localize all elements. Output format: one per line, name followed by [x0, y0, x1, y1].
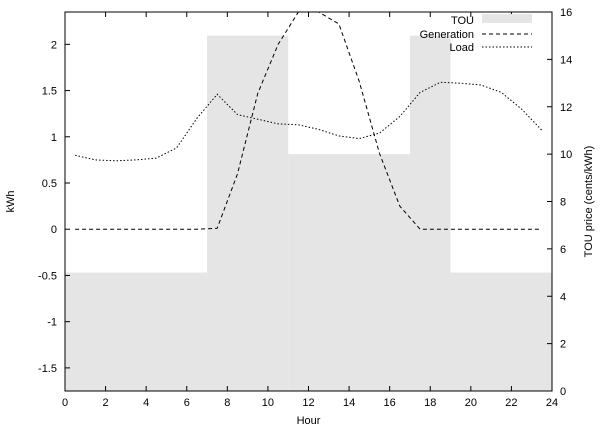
y-right-tick-label: 2: [560, 339, 566, 351]
legend-generation-label: Generation: [420, 29, 474, 41]
tou-bar: [409, 35, 451, 391]
x-tick-label: 20: [465, 397, 477, 409]
y-left-tick-label: -1.5: [38, 363, 57, 375]
y-right-tick-label: 8: [560, 197, 566, 209]
y-right-axis-title: TOU price (cents/kWh): [583, 146, 595, 258]
legend-tou-swatch: [482, 14, 532, 23]
x-tick-label: 18: [424, 397, 436, 409]
x-tick-label: 2: [103, 397, 109, 409]
x-tick-label: 8: [224, 397, 230, 409]
legend-load-label: Load: [450, 42, 474, 54]
tou-bar: [450, 272, 552, 391]
x-axis-title: Hour: [297, 415, 321, 427]
x-tick-label: 16: [384, 397, 396, 409]
x-tick-label: 0: [62, 397, 68, 409]
y-left-tick-label: 0.5: [42, 178, 57, 190]
y-left-tick-label: -0.5: [38, 270, 57, 282]
x-tick-label: 6: [184, 397, 190, 409]
x-tick-label: 10: [262, 397, 274, 409]
y-left-tick-label: 0: [51, 224, 57, 236]
tou-bar: [207, 35, 289, 391]
legend-tou-label: TOU: [451, 15, 474, 27]
x-tick-label: 14: [343, 397, 355, 409]
ticks-layer: 0 2 4 6 8 10 12 14 16 18 20 22 24-1.5-1-0.500.511.52…: [38, 7, 572, 409]
y-left-tick-label: -1: [47, 317, 57, 329]
legend: TOU Generation Load: [420, 14, 532, 54]
y-right-tick-label: 10: [560, 149, 572, 161]
y-left-tick-label: 1: [51, 132, 57, 144]
x-tick-label: 4: [143, 397, 149, 409]
y-right-tick-label: 16: [560, 7, 572, 19]
series-layer: [74, 11, 543, 230]
x-tick-label: 12: [302, 397, 314, 409]
tou-area-layer: [65, 35, 552, 391]
y-right-tick-label: 14: [560, 54, 572, 66]
y-left-tick-label: 2: [51, 39, 57, 51]
x-tick-label: 24: [546, 397, 558, 409]
tou-bar: [65, 272, 208, 391]
tou-bar: [288, 154, 410, 391]
series-generation-line: [75, 11, 542, 230]
x-tick-label: 22: [505, 397, 517, 409]
y-left-axis-title: kWh: [5, 191, 17, 213]
y-right-tick-label: 0: [560, 386, 566, 398]
y-right-tick-label: 4: [560, 291, 566, 303]
series-load-line: [74, 81, 543, 162]
y-left-tick-label: 1.5: [42, 86, 57, 98]
y-right-tick-label: 6: [560, 244, 566, 256]
y-right-tick-label: 12: [560, 102, 572, 114]
